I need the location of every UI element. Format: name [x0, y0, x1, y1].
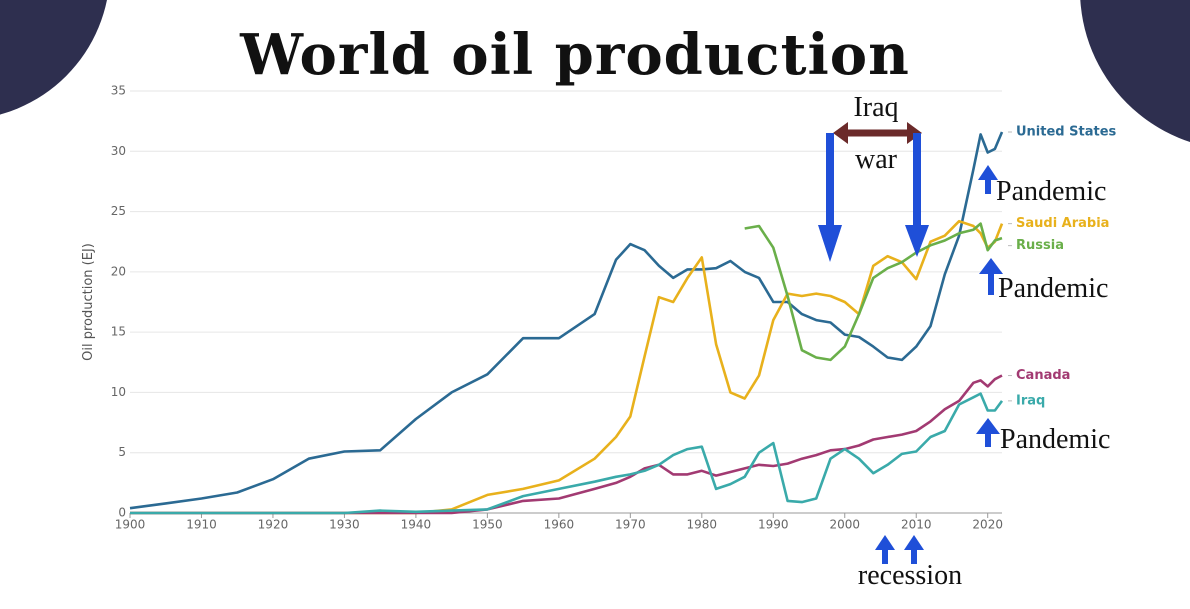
- y-tick-label: 35: [111, 84, 126, 98]
- y-tick-label: 5: [118, 445, 126, 459]
- arrow: [988, 273, 994, 295]
- series-line: [744, 222, 1003, 362]
- arrow: [979, 258, 1003, 274]
- annotation: recession: [858, 560, 962, 591]
- x-tick-label: 1970: [615, 518, 646, 532]
- x-tick-label: 1910: [186, 518, 217, 532]
- y-axis-label: Oil production (EJ): [81, 243, 96, 361]
- arrow: [985, 179, 991, 194]
- arrow: [985, 433, 991, 447]
- annotation: Iraq: [853, 92, 898, 123]
- series-label: Saudi Arabia: [1016, 216, 1109, 231]
- lines: United States Saudi Arabia Russia Canada Ira…: [129, 124, 1117, 515]
- x-tick-label: 2000: [829, 518, 860, 532]
- arrow: [976, 418, 1000, 434]
- series-label: Canada: [1016, 368, 1070, 383]
- y-tick-label: 15: [111, 325, 126, 339]
- decor-circle: [0, 0, 107, 115]
- y-tick-label: 0: [118, 506, 126, 520]
- x-tick-label: 1930: [329, 518, 360, 532]
- x-tick-label: 2010: [901, 518, 932, 532]
- arrows: [818, 133, 1003, 564]
- annotation: Pandemic: [1000, 424, 1110, 455]
- y-tick-label: 20: [111, 264, 126, 278]
- series-line: [130, 374, 1003, 515]
- annotation: Pandemic: [996, 176, 1106, 207]
- series-label: United States: [1016, 124, 1117, 139]
- y-tick-label: 25: [111, 204, 126, 218]
- arrow: [904, 535, 924, 550]
- arrow: [875, 535, 895, 550]
- x-tick-label: 1950: [472, 518, 503, 532]
- x-tick-label: 1920: [258, 518, 289, 532]
- arrow: [978, 165, 998, 180]
- series-line: [130, 392, 1004, 515]
- y-tick-label: 30: [111, 144, 126, 158]
- x-tick-label: 1900: [115, 518, 146, 532]
- x-tick-label: 1980: [687, 518, 718, 532]
- grid: 0 5 10 15 20 25 30 35 1900 1910 1920 1930 1940 1950 19…: [111, 84, 1003, 532]
- arrow: [826, 133, 834, 228]
- arrow: [905, 225, 929, 257]
- series-label: Russia: [1016, 238, 1064, 253]
- arrow: [818, 225, 842, 262]
- arrow-head: [833, 122, 848, 144]
- x-tick-label: 1960: [544, 518, 575, 532]
- series-line: [129, 131, 1004, 510]
- annotation: war: [855, 144, 898, 175]
- arrow: [882, 549, 888, 564]
- x-tick-label: 2020: [972, 518, 1003, 532]
- annotation: Pandemic: [998, 273, 1108, 304]
- arrow: [911, 549, 917, 564]
- decor-circle: [1080, 0, 1190, 142]
- x-tick-label: 1940: [401, 518, 432, 532]
- chart-title: World oil production: [239, 22, 910, 88]
- x-tick-label: 1990: [758, 518, 789, 532]
- y-tick-label: 10: [111, 385, 126, 399]
- series-label: Iraq: [1016, 393, 1045, 408]
- arrow: [913, 133, 921, 228]
